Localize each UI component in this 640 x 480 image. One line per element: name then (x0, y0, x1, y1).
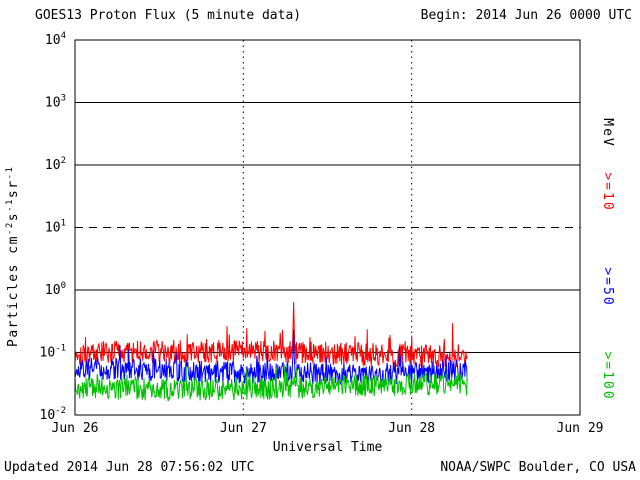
chart-title: GOES13 Proton Flux (5 minute data) (35, 8, 302, 23)
y-tick-label: 102 (45, 156, 66, 173)
source-credit-label: NOAA/SWPC Boulder, CO USA (440, 460, 636, 475)
y-tick-label: 103 (45, 94, 66, 111)
right-series-label: >=100 (600, 351, 615, 400)
y-tick-label: 101 (45, 219, 66, 236)
y-tick-label: 10-2 (40, 406, 67, 423)
plot-frame (74, 39, 581, 416)
x-tick-label: Jun 27 (220, 421, 267, 436)
updated-time-label: Updated 2014 Jun 28 07:56:02 UTC (4, 460, 255, 475)
right-series-label: MeV (600, 118, 615, 147)
x-tick-label: Jun 29 (557, 421, 604, 436)
x-axis-label: Universal Time (272, 440, 383, 455)
series-trace->=10 MeV (74, 301, 468, 368)
right-series-label: >=10 (600, 172, 615, 211)
series-trace->=50 MeV (74, 329, 468, 386)
y-tick-label: 104 (45, 31, 66, 48)
begin-time-label: Begin: 2014 Jun 26 0000 UTC (420, 8, 632, 23)
right-series-label: >=50 (600, 267, 615, 306)
series-trace->=100 MeV (74, 364, 468, 402)
y-tick-label: 10-1 (40, 344, 67, 361)
x-tick-label: Jun 28 (388, 421, 435, 436)
y-axis-title: Particles cm-2s-1sr-1 (5, 166, 21, 347)
y-tick-label: 100 (45, 281, 66, 298)
x-tick-label: Jun 26 (52, 421, 99, 436)
